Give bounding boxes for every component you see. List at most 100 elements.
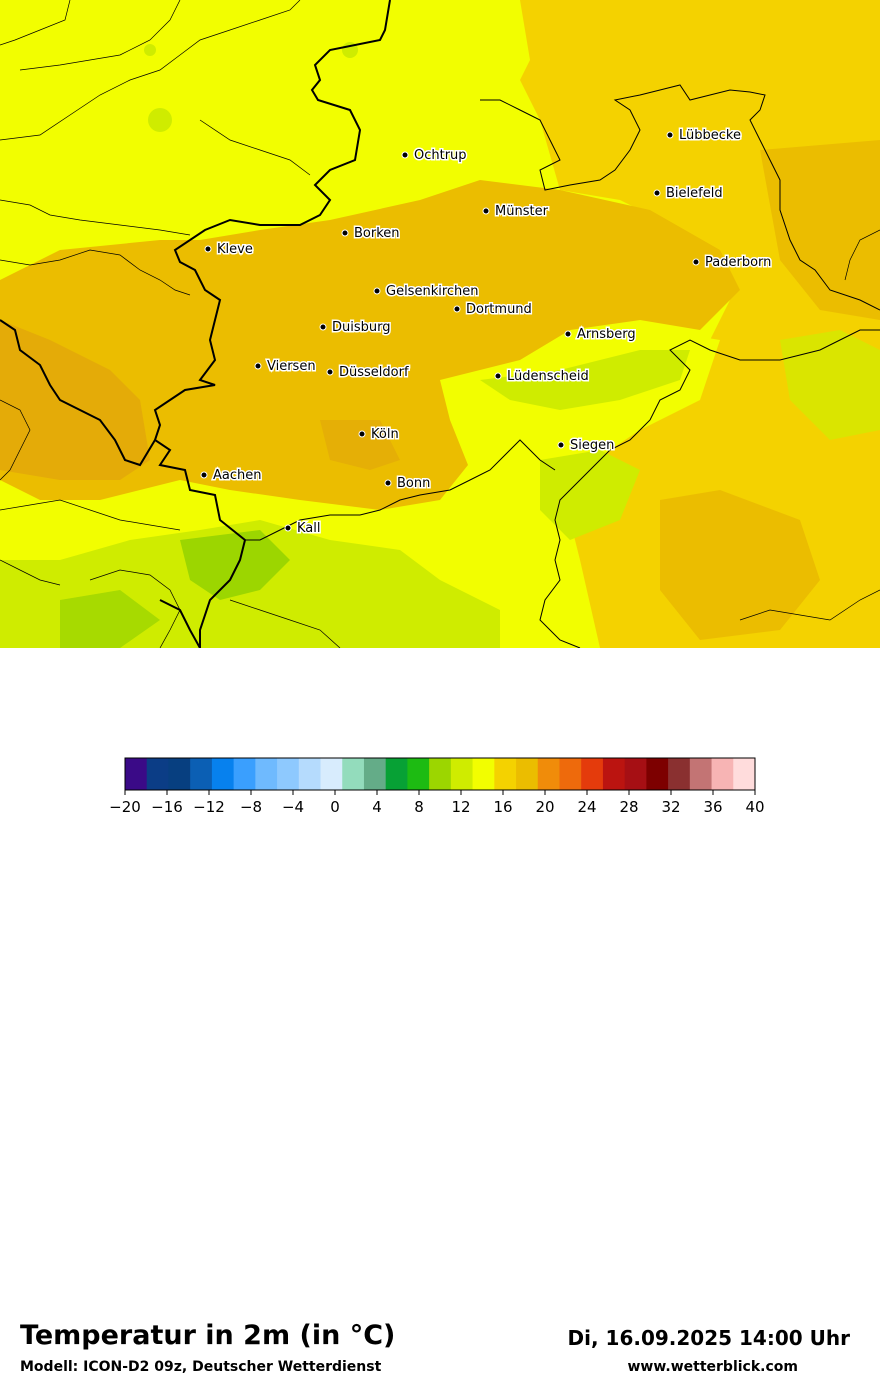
legend-tick-label: 32 [661, 798, 680, 816]
city-dot [319, 323, 327, 331]
city-dot [200, 471, 208, 479]
temperature-map: Ochtrup Lübbecke Bielefeld Münster Borken Kle… [0, 0, 880, 648]
city-dot [692, 258, 700, 266]
legend-swatch [711, 758, 734, 790]
city-label: Kleve [217, 242, 253, 257]
warm-area-central [0, 180, 740, 510]
color-legend: −20 −16 −12 −8 −4 0 4 8 12 16 20 24 28 32 36 40 [109, 757, 765, 816]
legend-swatch [581, 758, 604, 790]
legend-swatch [125, 758, 148, 790]
national-border-be-lu [159, 599, 201, 648]
green-area-eifel2 [60, 590, 160, 648]
city-arnsberg: Arnsberg [564, 326, 637, 344]
legend-swatch [429, 758, 452, 790]
legend-tick-label: 4 [372, 798, 382, 816]
city-label: Duisburg [332, 320, 391, 335]
legend-swatch [450, 758, 474, 790]
city-dot [482, 207, 490, 215]
legend-swatch [494, 758, 517, 790]
legend-swatch [624, 758, 647, 790]
hot-area-west [0, 320, 150, 480]
city-label: Gelsenkirchen [386, 284, 479, 299]
city-dot [358, 430, 366, 438]
legend-swatch [277, 758, 300, 790]
city-dot [341, 229, 349, 237]
hot-area-se [760, 140, 880, 320]
legend-tick-label: 36 [703, 798, 722, 816]
city-label: Arnsberg [577, 327, 636, 342]
legend-swatch [385, 758, 408, 790]
forecast-datetime: Di, 16.09.2025 14:00 Uhr [567, 1326, 850, 1350]
city-dot [653, 189, 661, 197]
city-lübbecke: Lübbecke [666, 127, 742, 145]
city-dot [666, 131, 674, 139]
city-borken: Borken [341, 225, 401, 243]
legend-swatch [146, 758, 169, 790]
city-dot [254, 362, 262, 370]
legend-swatch [407, 758, 430, 790]
legend-tick-label: 28 [619, 798, 638, 816]
legend-swatch [211, 758, 235, 790]
legend-swatch [255, 758, 278, 790]
legend-swatch [168, 758, 191, 790]
city-köln: Köln [358, 426, 400, 444]
city-bielefeld: Bielefeld [653, 185, 724, 203]
city-düsseldorf: Düsseldorf [326, 364, 410, 382]
legend-swatch [646, 758, 669, 790]
city-bonn: Bonn [384, 475, 432, 493]
city-gelsenkirchen: Gelsenkirchen [373, 283, 480, 301]
city-siegen: Siegen [557, 437, 616, 455]
legend-swatch [298, 758, 322, 790]
city-dot [557, 441, 565, 449]
city-label: Borken [354, 226, 400, 241]
legend-swatch [472, 758, 495, 790]
legend-tick-label: 0 [330, 798, 340, 816]
legend-swatch [602, 758, 626, 790]
legend-swatch [559, 758, 582, 790]
legend-swatch [233, 758, 256, 790]
city-label: Lübbecke [679, 128, 741, 143]
legend-swatch [320, 758, 343, 790]
legend-tick-label: −20 [109, 798, 141, 816]
legend-tick-label: −16 [151, 798, 183, 816]
legend-swatch [668, 758, 691, 790]
website-link[interactable]: www.wetterblick.com [627, 1359, 799, 1375]
city-markers: Ochtrup Lübbecke Bielefeld Münster Borken Kle… [200, 127, 773, 538]
city-kall: Kall [284, 520, 322, 538]
legend-tick-label: −8 [240, 798, 262, 816]
city-dot [453, 305, 461, 313]
city-label: Dortmund [466, 302, 532, 317]
cool-area-north [0, 0, 530, 250]
lime-area-sauerland [480, 350, 690, 410]
city-aachen: Aachen [200, 467, 263, 485]
city-label: Aachen [213, 468, 261, 483]
state-border [480, 84, 880, 311]
warm-area-northeast [600, 0, 880, 140]
legend-tick-label: 20 [535, 798, 554, 816]
city-label: Münster [495, 204, 549, 219]
legend-tick-label: 24 [577, 798, 596, 816]
city-dot [564, 330, 572, 338]
city-duisburg: Duisburg [319, 319, 392, 337]
city-dortmund: Dortmund [453, 301, 533, 319]
lime-area-siegen [540, 450, 640, 540]
city-dot [284, 524, 292, 532]
city-dot [326, 368, 334, 376]
city-dot [204, 245, 212, 253]
map-title: Temperatur in 2m (in °C) [20, 1320, 396, 1351]
legend-tick-label: −12 [193, 798, 225, 816]
city-ochtrup: Ochtrup [401, 147, 468, 165]
city-lüdenscheid: Lüdenscheid [494, 368, 590, 386]
city-label: Kall [297, 521, 321, 536]
state-border-south [539, 329, 880, 648]
city-label: Paderborn [705, 255, 771, 270]
hot-area-south [660, 490, 820, 640]
city-label: Viersen [267, 359, 316, 374]
national-border-be-nl [0, 319, 156, 467]
city-dot [373, 287, 381, 295]
legend-tick-label: 40 [745, 798, 764, 816]
city-viersen: Viersen [254, 358, 317, 376]
city-paderborn: Paderborn [692, 254, 773, 272]
lime-area-east [780, 330, 880, 440]
city-label: Köln [371, 427, 399, 442]
